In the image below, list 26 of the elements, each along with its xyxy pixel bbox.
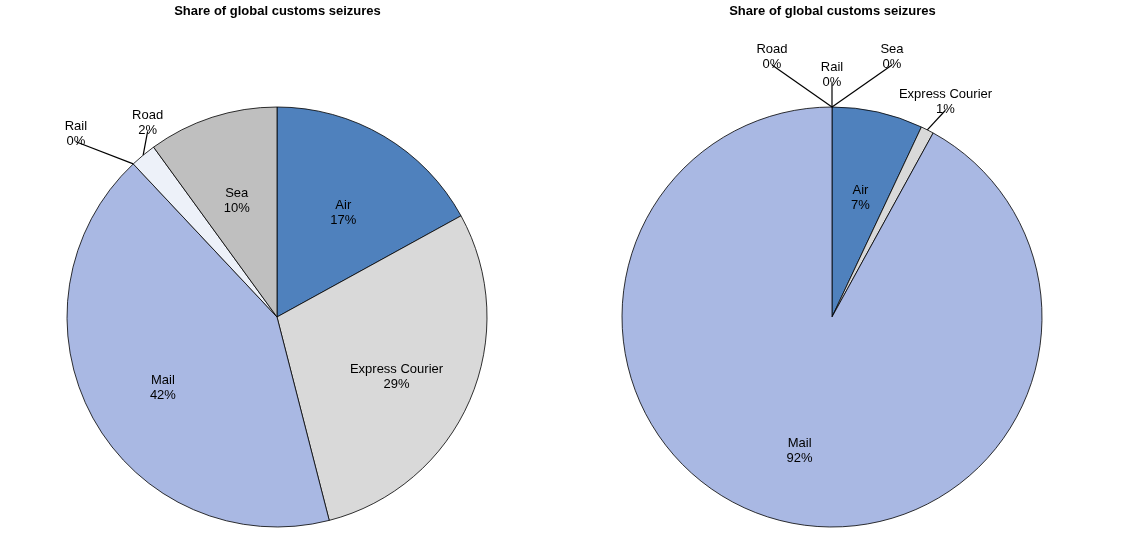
text: 0% (66, 132, 86, 148)
text: 0% (822, 74, 842, 89)
slice-label: Sea (225, 185, 250, 201)
text: 0% (882, 56, 902, 71)
slice-label: Express Courier (349, 360, 444, 376)
data-label: 42% (149, 386, 177, 402)
data-label: 29% (383, 375, 410, 391)
category-label: Road (756, 41, 788, 56)
category-label: Rail (820, 59, 844, 74)
data-label: 17% (330, 211, 357, 227)
slice-label: Express Courier (898, 86, 993, 102)
slice-label: Mail (787, 435, 812, 451)
slice-label: Road (132, 107, 164, 123)
chart-title: Share of global customs seizures (174, 3, 381, 18)
category-label: Rail (64, 117, 88, 133)
data-label: 2% (138, 122, 158, 138)
data-label: 7% (851, 196, 871, 212)
data-label: 92% (786, 450, 814, 466)
data-label: 1% (936, 101, 956, 117)
chart-title: Share of global customs seizures (729, 3, 936, 18)
text: 0% (762, 56, 782, 71)
category-label: Sea (880, 41, 904, 56)
data-label: 10% (223, 200, 251, 216)
slice-label: Mail (150, 371, 175, 387)
slice-label: Air (852, 181, 870, 197)
slice-label: Air (335, 196, 352, 212)
